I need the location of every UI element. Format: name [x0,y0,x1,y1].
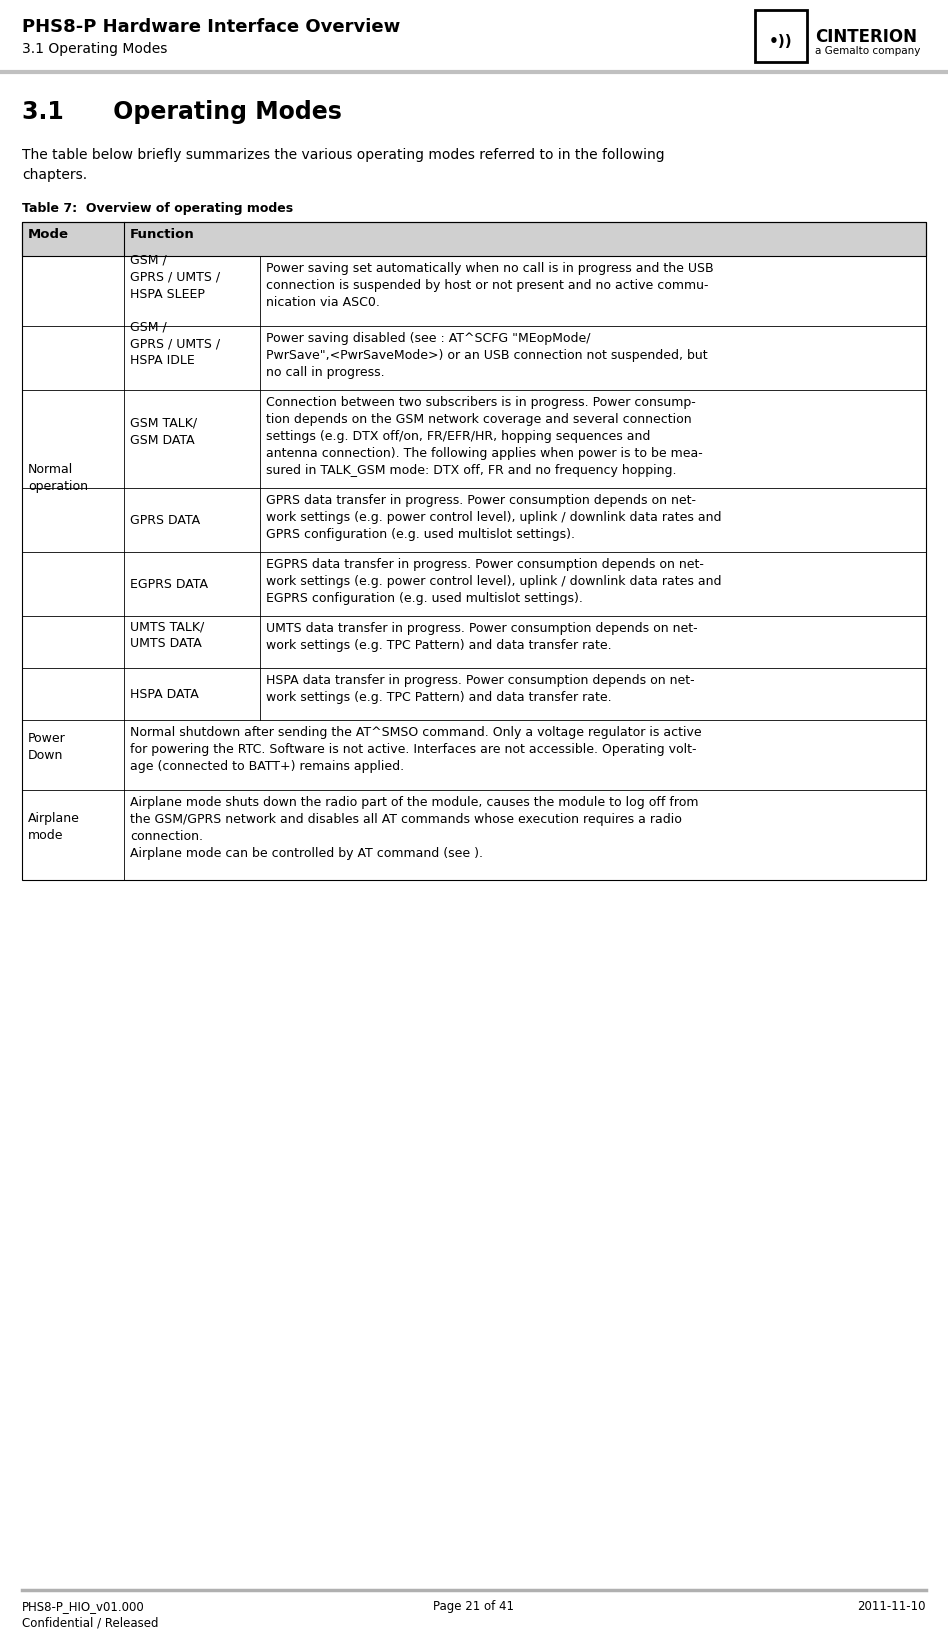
Text: GPRS DATA: GPRS DATA [130,514,200,527]
Text: 3.1 Operating Modes: 3.1 Operating Modes [22,43,168,56]
Text: GSM /
GPRS / UMTS /
HSPA IDLE: GSM / GPRS / UMTS / HSPA IDLE [130,321,220,368]
Text: CINTERION: CINTERION [815,28,917,46]
Text: a Gemalto company: a Gemalto company [815,46,921,56]
Text: PHS8-P Hardware Interface Overview: PHS8-P Hardware Interface Overview [22,18,400,36]
Text: Power
Down: Power Down [28,731,65,762]
Text: EGPRS DATA: EGPRS DATA [130,578,208,591]
Text: EGPRS data transfer in progress. Power consumption depends on net-
work settings: EGPRS data transfer in progress. Power c… [266,558,721,605]
Text: Airplane
mode: Airplane mode [28,811,80,843]
Text: 3.1      Operating Modes: 3.1 Operating Modes [22,100,342,124]
Text: 2011-11-10: 2011-11-10 [858,1600,926,1613]
Bar [22,222,926,880]
Text: GPRS data transfer in progress. Power consumption depends on net-
work settings : GPRS data transfer in progress. Power co… [266,494,721,542]
Text: Function: Function [130,227,194,240]
Text: The table below briefly summarizes the various operating modes referred to in th: The table below briefly summarizes the v… [22,147,665,162]
Text: PHS8-P_HIO_v01.000
Confidential / Released: PHS8-P_HIO_v01.000 Confidential / Releas… [22,1600,158,1629]
Text: HSPA DATA: HSPA DATA [130,687,199,700]
Text: UMTS data transfer in progress. Power consumption depends on net-
work settings : UMTS data transfer in progress. Power co… [266,622,698,653]
Text: Page 21 of 41: Page 21 of 41 [433,1600,515,1613]
Text: Mode: Mode [28,227,69,240]
Text: UMTS TALK/
UMTS DATA: UMTS TALK/ UMTS DATA [130,620,204,649]
Text: •)): •)) [769,33,793,49]
Text: chapters.: chapters. [22,169,87,182]
Text: HSPA data transfer in progress. Power consumption depends on net-
work settings : HSPA data transfer in progress. Power co… [266,674,695,703]
Text: GSM TALK/
GSM DATA: GSM TALK/ GSM DATA [130,417,197,447]
Bar [22,222,926,255]
Text: Connection between two subscribers is in progress. Power consump-
tion depends o: Connection between two subscribers is in… [266,396,702,478]
Text: Power saving disabled (see : AT^SCFG "MEopMode/
PwrSave",<PwrSaveMode>) or an US: Power saving disabled (see : AT^SCFG "ME… [266,332,707,380]
Bar [22,222,926,255]
Text: Normal shutdown after sending the AT^SMSO command. Only a voltage regulator is a: Normal shutdown after sending the AT^SMS… [130,726,702,772]
Bar [755,10,807,62]
Text: Airplane mode shuts down the radio part of the module, causes the module to log : Airplane mode shuts down the radio part … [130,797,699,861]
Text: GSM /
GPRS / UMTS /
HSPA SLEEP: GSM / GPRS / UMTS / HSPA SLEEP [130,254,220,301]
Text: Table 7:  Overview of operating modes: Table 7: Overview of operating modes [22,201,293,214]
Text: Power saving set automatically when no call is in progress and the USB
connectio: Power saving set automatically when no c… [266,262,714,309]
Text: Normal
operation: Normal operation [28,463,88,492]
